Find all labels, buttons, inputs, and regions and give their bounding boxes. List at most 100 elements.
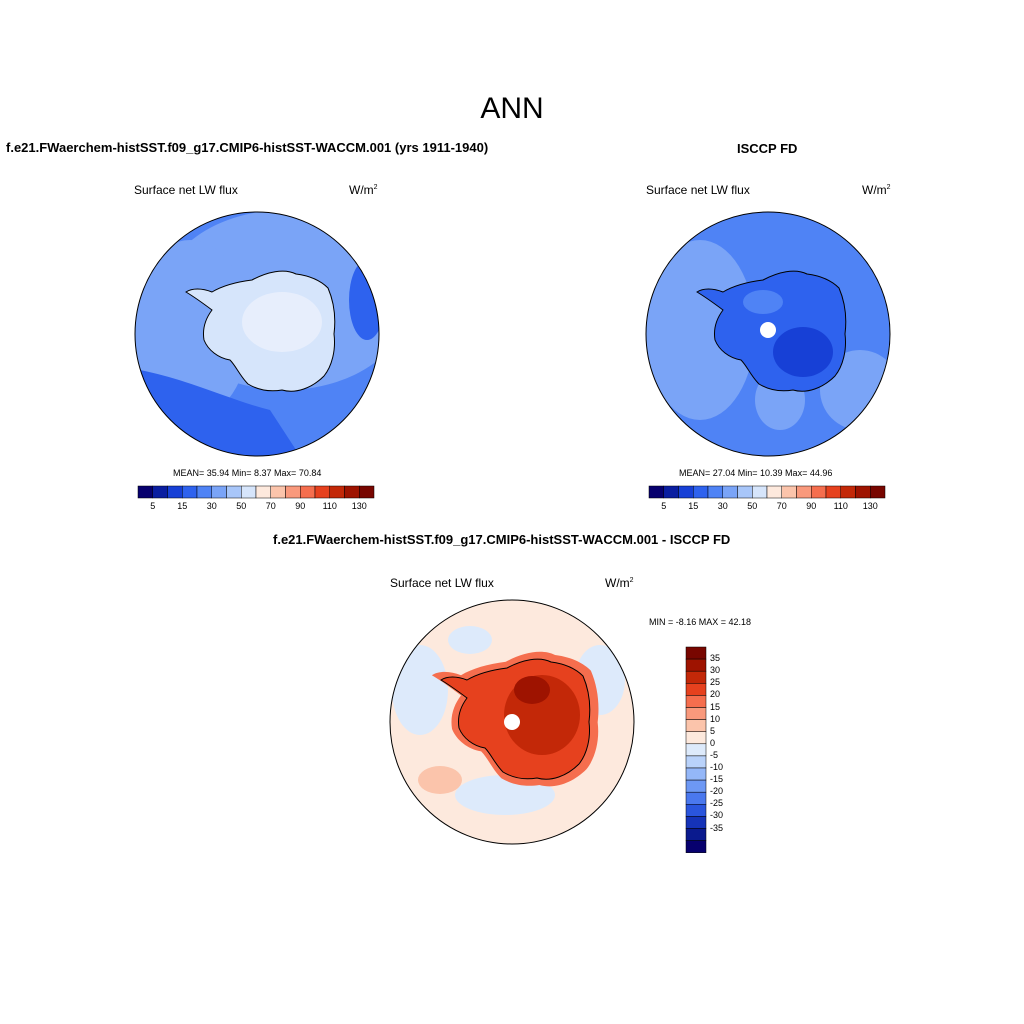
- colorbar-swatch: [211, 485, 227, 499]
- colorbar-tick-label: 5: [661, 501, 667, 511]
- colorbar-swatch: [226, 485, 242, 499]
- model-polar-map: [135, 212, 379, 456]
- colorbar-swatch: [855, 485, 871, 499]
- model-map-border: [134, 211, 380, 457]
- colorbar-swatch: [685, 731, 707, 745]
- colorbar-swatch: [685, 646, 707, 660]
- colorbar-swatch: [167, 485, 183, 499]
- colorbar-tick-label: -30: [710, 810, 724, 821]
- colorbar-swatch: [781, 485, 797, 499]
- colorbar-swatch: [825, 485, 841, 499]
- colorbar-tick-label: -15: [710, 774, 724, 785]
- colorbar-swatch: [255, 485, 271, 499]
- colorbar-swatch: [137, 485, 153, 499]
- colorbar-tick-label: 15: [710, 701, 721, 712]
- colorbar-swatch: [685, 670, 707, 684]
- colorbar-swatch: [737, 485, 753, 499]
- colorbar-tick-label: 25: [710, 677, 721, 688]
- obs-colorbar: [648, 485, 886, 499]
- colorbar-swatch: [811, 485, 827, 499]
- colorbar-swatch: [285, 485, 301, 499]
- colorbar-tick-label: 110: [833, 501, 848, 511]
- colorbar-swatch: [707, 485, 723, 499]
- colorbar-swatch: [300, 485, 316, 499]
- colorbar-swatch: [329, 485, 345, 499]
- colorbar-swatch: [693, 485, 709, 499]
- colorbar-swatch: [685, 755, 707, 769]
- obs-polar-map: [646, 212, 890, 456]
- obs-units-label: W/m2: [862, 183, 891, 197]
- colorbar-tick-label: 30: [710, 665, 721, 676]
- colorbar-tick-label: 35: [710, 653, 721, 664]
- colorbar-swatch: [182, 485, 198, 499]
- model-variable-label: Surface net LW flux: [134, 183, 238, 197]
- colorbar-swatch: [796, 485, 812, 499]
- colorbar-swatch: [870, 485, 886, 499]
- colorbar-swatch: [314, 485, 330, 499]
- colorbar-tick-label: -25: [710, 798, 724, 809]
- colorbar-swatch: [685, 707, 707, 720]
- colorbar-tick-label: 90: [295, 501, 306, 511]
- colorbar-swatch: [648, 485, 664, 499]
- colorbar-swatch: [685, 767, 707, 781]
- colorbar-tick-label: 110: [322, 501, 337, 511]
- colorbar-swatch: [840, 485, 856, 499]
- colorbar-tick-label: 50: [747, 501, 758, 511]
- colorbar-swatch: [359, 485, 375, 499]
- obs-stats: MEAN= 27.04 Min= 10.39 Max= 44.96: [679, 468, 833, 478]
- colorbar-swatch: [752, 485, 768, 499]
- colorbar-swatch: [685, 840, 707, 853]
- colorbar-tick-label: 130: [351, 501, 367, 511]
- colorbar-tick-label: 130: [862, 501, 878, 511]
- colorbar-swatch: [152, 485, 168, 499]
- colorbar-tick-label: 70: [265, 501, 276, 511]
- model-colorbar: [137, 485, 375, 499]
- colorbar-swatch: [241, 485, 257, 499]
- colorbar-swatch: [722, 485, 738, 499]
- colorbar-swatch: [685, 683, 707, 696]
- diff-colorbar: [685, 646, 707, 853]
- colorbar-swatch: [678, 485, 694, 499]
- colorbar-tick-label: -10: [710, 762, 724, 772]
- colorbar-swatch: [685, 828, 707, 841]
- colorbar-swatch: [270, 485, 286, 499]
- colorbar-tick-label: 30: [717, 501, 728, 511]
- colorbar-tick-label: 70: [776, 501, 787, 511]
- colorbar-tick-label: 5: [150, 501, 156, 511]
- colorbar-tick-label: -35: [710, 822, 724, 833]
- diff-panel-title: f.e21.FWaerchem-histSST.f09_g17.CMIP6-hi…: [273, 532, 731, 547]
- colorbar-tick-label: 5: [710, 725, 716, 736]
- colorbar-tick-label: 50: [236, 501, 247, 511]
- obs-panel-title: ISCCP FD: [737, 141, 798, 156]
- colorbar-swatch: [685, 816, 707, 829]
- colorbar-tick-label: 15: [688, 501, 699, 511]
- colorbar-tick-label: 20: [710, 689, 721, 700]
- colorbar-tick-label: 15: [177, 501, 188, 511]
- model-units-label: W/m2: [349, 183, 378, 197]
- colorbar-swatch: [766, 485, 782, 499]
- colorbar-swatch: [685, 695, 707, 708]
- colorbar-tick-label: 90: [806, 501, 817, 511]
- obs-map-border: [645, 211, 891, 457]
- diff-variable-label: Surface net LW flux: [390, 576, 494, 590]
- colorbar-tick-label: 0: [710, 737, 716, 748]
- diff-map-border: [389, 599, 635, 845]
- colorbar-tick-label: -5: [710, 749, 719, 760]
- colorbar-swatch: [663, 485, 679, 499]
- colorbar-swatch: [685, 791, 707, 805]
- colorbar-swatch: [685, 719, 707, 732]
- colorbar-swatch: [685, 804, 707, 817]
- colorbar-swatch: [685, 658, 707, 672]
- colorbar-swatch: [344, 485, 360, 499]
- colorbar-tick-label: -20: [710, 786, 724, 797]
- obs-variable-label: Surface net LW flux: [646, 183, 750, 197]
- colorbar-swatch: [685, 743, 707, 757]
- diff-stats: MIN = -8.16 MAX = 42.18: [649, 617, 752, 627]
- colorbar-swatch: [685, 779, 707, 793]
- diff-polar-map: [390, 600, 634, 844]
- model-stats: MEAN= 35.94 Min= 8.37 Max= 70.84: [173, 468, 322, 478]
- colorbar-tick-label: 30: [206, 501, 217, 511]
- page-title: ANN: [480, 92, 544, 125]
- colorbar-tick-label: 10: [710, 713, 721, 724]
